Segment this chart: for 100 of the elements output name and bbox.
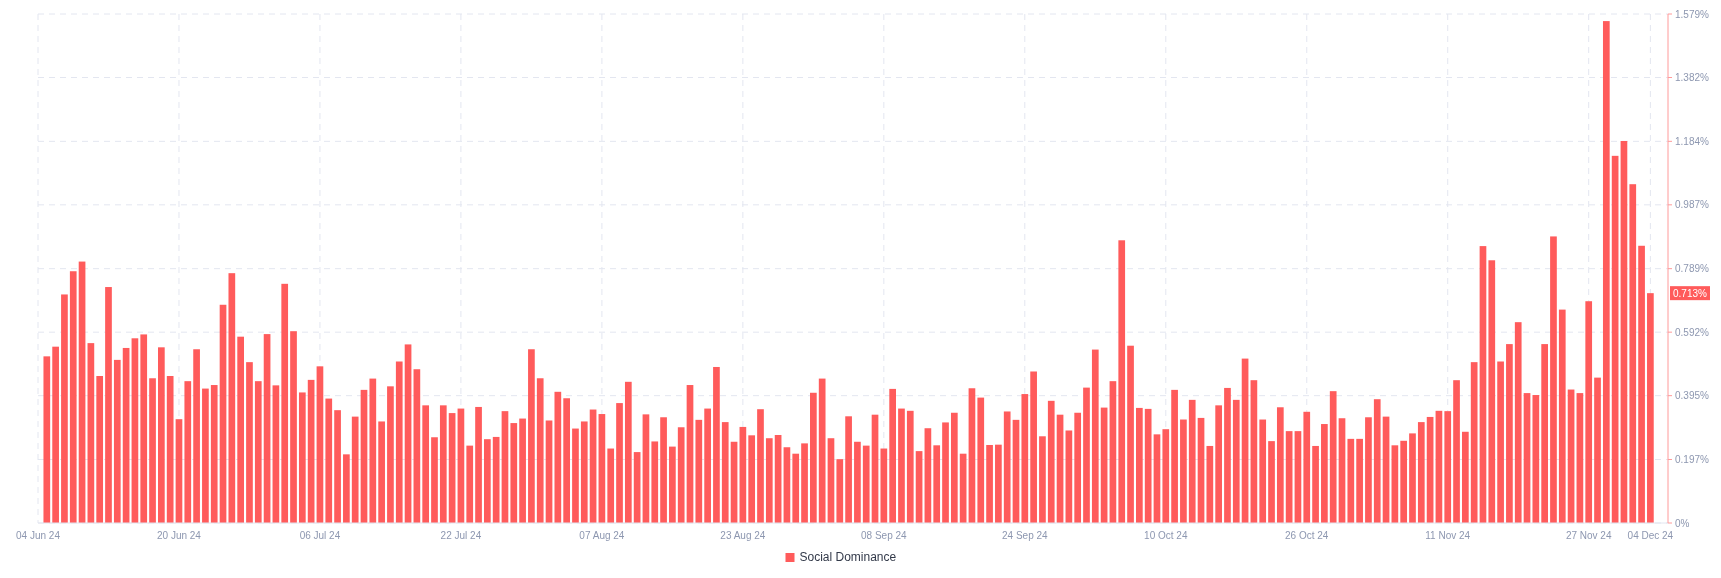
bar xyxy=(536,378,544,523)
bar xyxy=(528,349,535,523)
bar xyxy=(1329,391,1337,523)
bar xyxy=(933,445,941,523)
bar xyxy=(387,386,394,523)
bar xyxy=(1083,387,1090,523)
bar xyxy=(395,361,403,523)
x-tick-label: 11 Nov 24 xyxy=(1425,530,1471,541)
bar xyxy=(1021,394,1029,523)
bar xyxy=(1303,411,1311,523)
bar xyxy=(61,294,68,523)
bar xyxy=(113,359,121,523)
bar xyxy=(862,445,870,523)
bar xyxy=(695,419,703,523)
bar xyxy=(818,378,826,523)
bar xyxy=(281,283,289,523)
bar xyxy=(1638,245,1645,523)
bar xyxy=(572,428,579,523)
y-tick-label: 0.197% xyxy=(1675,454,1710,465)
bar xyxy=(1453,380,1460,523)
bar xyxy=(669,446,676,523)
bar xyxy=(519,418,526,523)
bar xyxy=(880,448,888,523)
bar xyxy=(149,378,156,523)
bar xyxy=(43,356,51,523)
bar xyxy=(810,392,817,523)
bar xyxy=(1585,301,1593,523)
bar xyxy=(836,459,844,523)
bar xyxy=(422,405,430,523)
bar xyxy=(246,362,253,523)
bar xyxy=(1321,424,1328,523)
bar xyxy=(492,436,500,523)
y-tick-label: 0% xyxy=(1675,517,1690,529)
bar xyxy=(466,445,474,523)
annotation: 0.713% xyxy=(1673,287,1708,299)
bar xyxy=(351,416,359,523)
bar xyxy=(792,453,800,523)
bar xyxy=(343,454,350,523)
bar xyxy=(1444,411,1452,523)
bar xyxy=(845,416,852,523)
x-tick-label: 23 Aug 24 xyxy=(720,530,766,541)
bar xyxy=(431,437,438,523)
x-tick-label: 27 Nov 24 xyxy=(1565,530,1612,541)
bar xyxy=(1180,419,1187,523)
x-tick-label: 20 Jun 24 xyxy=(157,530,202,541)
bar xyxy=(748,435,756,523)
bar xyxy=(1312,445,1319,523)
y-tick-label: 0.395% xyxy=(1675,390,1710,402)
bar xyxy=(1602,21,1610,523)
bar xyxy=(1550,236,1557,523)
bar xyxy=(713,366,720,523)
bar xyxy=(1171,389,1178,523)
bar xyxy=(1276,407,1284,523)
bar xyxy=(898,408,905,523)
bar xyxy=(607,448,615,523)
y-tick-label: 1.382% xyxy=(1675,72,1710,83)
bar xyxy=(1373,399,1381,523)
bar xyxy=(677,427,685,523)
bar xyxy=(484,439,491,523)
bar xyxy=(1144,408,1152,523)
bar xyxy=(298,392,306,523)
bar xyxy=(210,385,218,523)
bar xyxy=(140,334,148,523)
bar xyxy=(1162,429,1170,523)
y-tick-label: 0.987% xyxy=(1675,199,1710,211)
bar xyxy=(995,444,1002,523)
bar xyxy=(184,381,192,523)
bar xyxy=(1268,441,1275,523)
bar xyxy=(889,388,896,523)
bar xyxy=(651,441,659,523)
bar xyxy=(475,406,482,523)
bar xyxy=(580,421,588,523)
bar xyxy=(1506,344,1513,523)
bar xyxy=(1594,377,1601,523)
bar xyxy=(906,410,914,523)
x-tick-label: 10 Oct 24 xyxy=(1144,530,1188,541)
bar xyxy=(1488,260,1496,523)
bar xyxy=(721,422,729,523)
x-tick-label: 06 Jul 24 xyxy=(299,530,341,541)
bar xyxy=(158,347,165,523)
bar xyxy=(1541,344,1548,523)
bar xyxy=(563,398,570,523)
bar xyxy=(290,331,297,523)
bar xyxy=(1629,184,1637,523)
bar xyxy=(96,376,104,523)
bar xyxy=(1188,399,1196,523)
bar xyxy=(1030,371,1037,523)
bar xyxy=(1514,322,1522,523)
bar xyxy=(1470,362,1478,523)
bar xyxy=(1365,417,1372,523)
bar xyxy=(854,441,861,523)
bar xyxy=(1003,411,1011,523)
bar xyxy=(105,287,112,523)
bar xyxy=(1558,309,1566,523)
x-tick-label: 26 Oct 24 xyxy=(1285,530,1329,541)
bar xyxy=(1206,445,1214,523)
y-tick-label: 1.184% xyxy=(1675,135,1710,147)
bar xyxy=(510,423,518,523)
bar xyxy=(950,412,958,523)
bar xyxy=(1232,399,1240,523)
